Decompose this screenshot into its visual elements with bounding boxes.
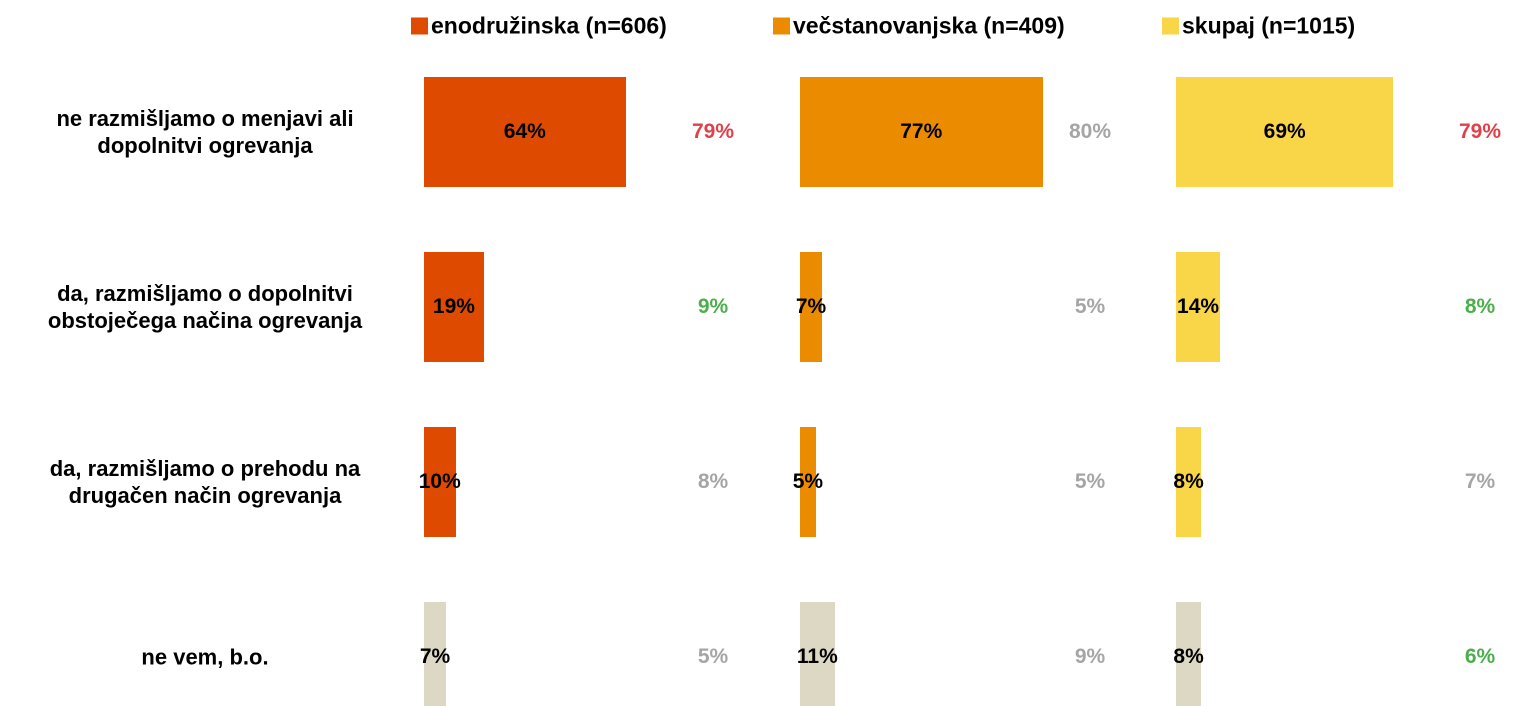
value-label: 64% xyxy=(503,120,546,143)
comparison-label: 5% xyxy=(1074,295,1106,318)
comparison-label: 6% xyxy=(1464,645,1496,668)
comparison-label: 8% xyxy=(697,470,729,493)
value-label: 7% xyxy=(419,645,451,668)
comparison-label: 79% xyxy=(691,120,735,143)
bar xyxy=(424,427,456,537)
value-label: 8% xyxy=(1173,645,1204,668)
bar xyxy=(424,602,447,706)
category-label: da, razmišljamo o dopolnitvi obstoječega… xyxy=(47,281,363,333)
comparison-label: 5% xyxy=(1074,470,1106,493)
bar xyxy=(800,427,816,537)
bar xyxy=(800,252,823,362)
legend-swatch xyxy=(1162,17,1179,35)
bar xyxy=(424,77,626,187)
comparison-label: 8% xyxy=(1464,295,1496,318)
bar xyxy=(1176,252,1221,362)
bar xyxy=(1176,77,1394,187)
comparison-label: 9% xyxy=(1074,645,1106,668)
legend-label: večstanovanjska (n=409) xyxy=(793,12,1065,39)
comparison-label: 80% xyxy=(1068,120,1112,143)
value-label: 69% xyxy=(1263,120,1306,143)
bar xyxy=(800,77,1043,187)
comparison-label: 79% xyxy=(1458,120,1502,143)
bar xyxy=(1176,602,1202,706)
bar xyxy=(1176,427,1202,537)
legend-label: skupaj (n=1015) xyxy=(1182,12,1356,39)
category-label: da, razmišljamo o prehodu na drugačen na… xyxy=(49,456,361,508)
bar xyxy=(800,602,835,706)
legend-swatch xyxy=(773,17,790,35)
value-label: 14% xyxy=(1177,295,1220,318)
value-label: 19% xyxy=(432,295,475,318)
value-label: 5% xyxy=(792,470,824,493)
comparison-label: 7% xyxy=(1464,470,1496,493)
value-label: 8% xyxy=(1173,470,1204,493)
value-label: 10% xyxy=(418,470,461,493)
legend-swatch xyxy=(411,17,428,35)
category-label: ne vem, b.o. xyxy=(141,644,269,670)
value-label: 77% xyxy=(900,120,943,143)
bar xyxy=(424,252,484,362)
comparison-label: 9% xyxy=(697,295,729,318)
comparison-label: 5% xyxy=(697,645,729,668)
value-label: 7% xyxy=(795,295,827,318)
value-label: 11% xyxy=(796,645,838,668)
legend-label: enodružinska (n=606) xyxy=(431,12,667,39)
category-label: ne razmišljamo o menjavi ali dopolnitvi … xyxy=(56,106,354,158)
